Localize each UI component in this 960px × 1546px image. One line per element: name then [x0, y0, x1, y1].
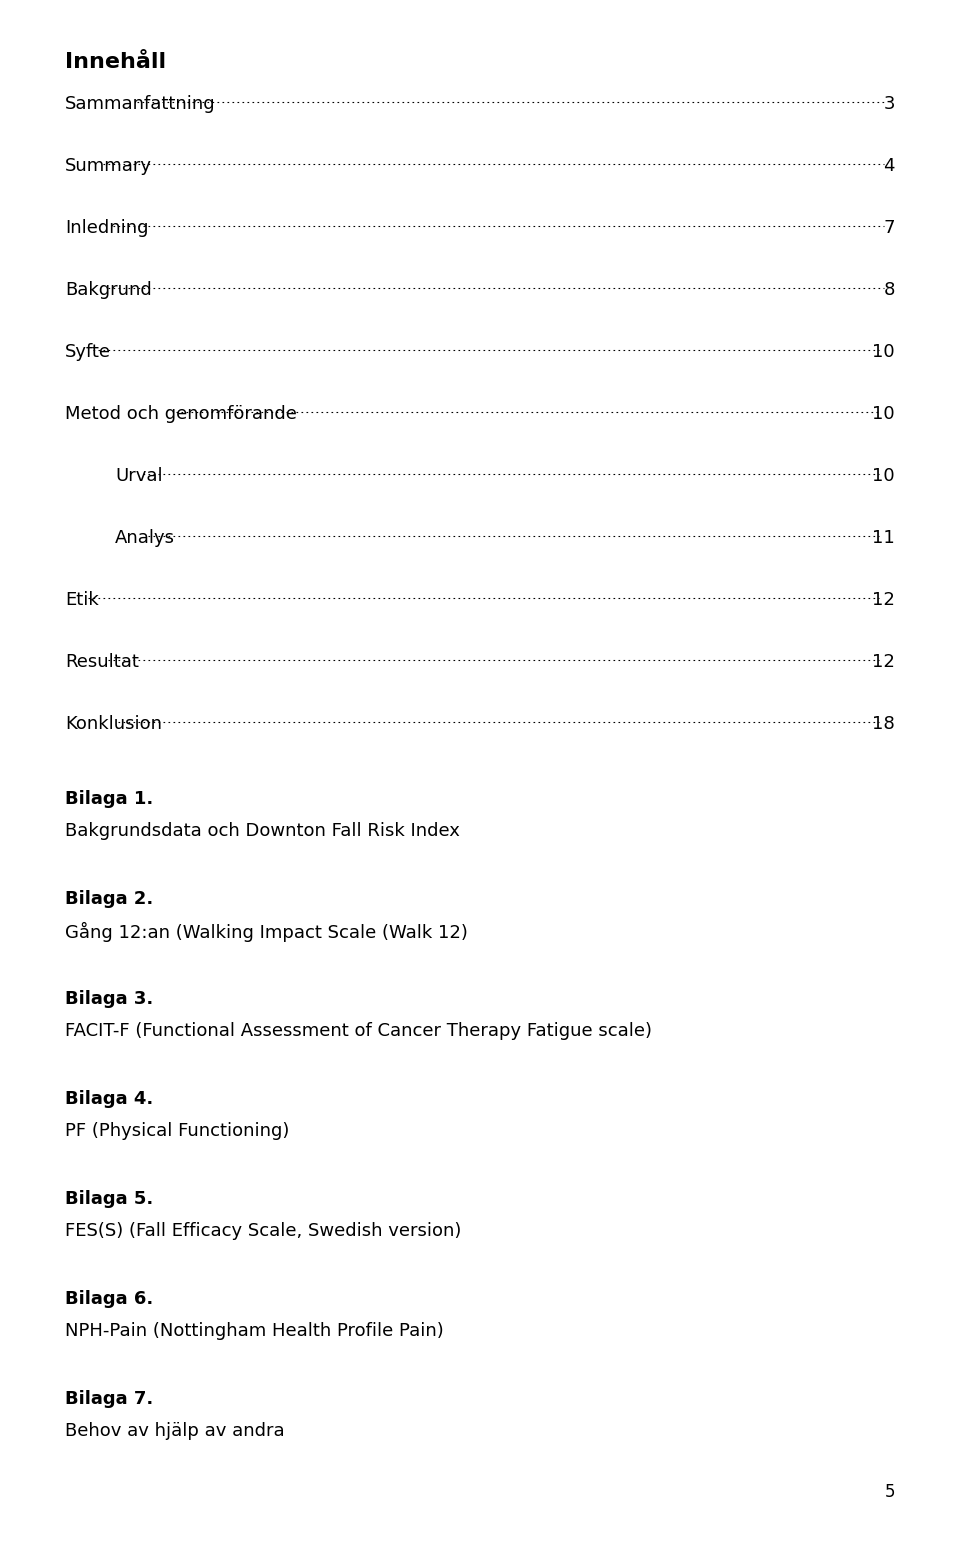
Text: 3: 3 [883, 94, 895, 113]
Text: Innehåll: Innehåll [65, 53, 166, 73]
Text: 8: 8 [883, 281, 895, 298]
Text: 12: 12 [872, 652, 895, 671]
Text: 7: 7 [883, 220, 895, 237]
Text: Resultat: Resultat [65, 652, 139, 671]
Text: Bakgrund: Bakgrund [65, 281, 152, 298]
Text: Bakgrundsdata och Downton Fall Risk Index: Bakgrundsdata och Downton Fall Risk Inde… [65, 822, 460, 839]
Text: 5: 5 [884, 1483, 895, 1501]
Text: NPH-Pain (Nottingham Health Profile Pain): NPH-Pain (Nottingham Health Profile Pain… [65, 1322, 444, 1340]
Text: Bilaga 2.: Bilaga 2. [65, 890, 154, 908]
Text: Konklusion: Konklusion [65, 714, 162, 733]
Text: Analys: Analys [115, 529, 175, 547]
Text: Summary: Summary [65, 158, 152, 175]
Text: FACIT-F (Functional Assessment of Cancer Therapy Fatigue scale): FACIT-F (Functional Assessment of Cancer… [65, 1022, 652, 1040]
Text: Urval: Urval [115, 467, 162, 485]
Text: Bilaga 4.: Bilaga 4. [65, 1090, 154, 1108]
Text: Etik: Etik [65, 591, 99, 609]
Text: Gång 12:an (Walking Impact Scale (Walk 12): Gång 12:an (Walking Impact Scale (Walk 1… [65, 921, 468, 942]
Text: Bilaga 7.: Bilaga 7. [65, 1390, 154, 1408]
Text: Bilaga 5.: Bilaga 5. [65, 1190, 154, 1207]
Text: 4: 4 [883, 158, 895, 175]
Text: Metod och genomförande: Metod och genomförande [65, 405, 297, 424]
Text: PF (Physical Functioning): PF (Physical Functioning) [65, 1122, 289, 1139]
Text: Syfte: Syfte [65, 343, 111, 362]
Text: Bilaga 3.: Bilaga 3. [65, 989, 154, 1008]
Text: Bilaga 1.: Bilaga 1. [65, 790, 154, 809]
Text: Behov av hjälp av andra: Behov av hjälp av andra [65, 1422, 284, 1439]
Text: 18: 18 [873, 714, 895, 733]
Text: 11: 11 [873, 529, 895, 547]
Text: FES(S) (Fall Efficacy Scale, Swedish version): FES(S) (Fall Efficacy Scale, Swedish ver… [65, 1221, 462, 1240]
Text: Inledning: Inledning [65, 220, 149, 237]
Text: Sammanfattning: Sammanfattning [65, 94, 216, 113]
Text: 10: 10 [873, 405, 895, 424]
Text: 10: 10 [873, 467, 895, 485]
Text: 10: 10 [873, 343, 895, 362]
Text: 12: 12 [872, 591, 895, 609]
Text: Bilaga 6.: Bilaga 6. [65, 1289, 154, 1308]
